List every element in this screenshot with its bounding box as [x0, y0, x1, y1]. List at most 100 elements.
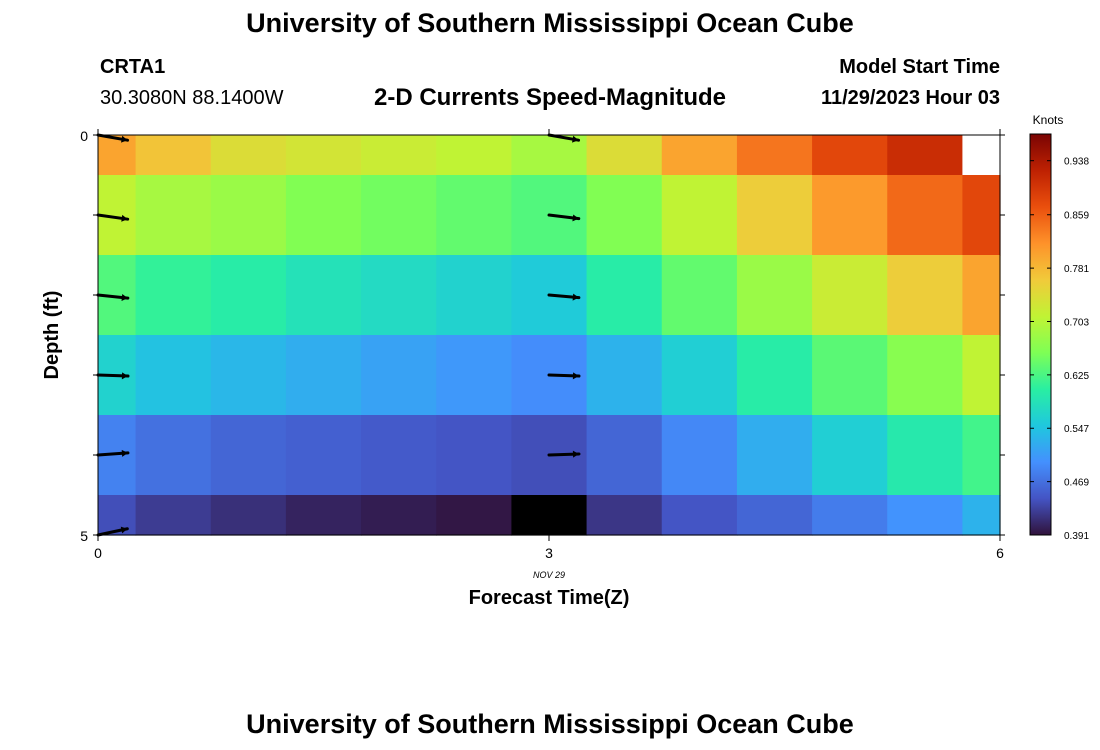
- heatmap-cell: [887, 335, 964, 416]
- heatmap-cell: [661, 135, 738, 176]
- heatmap-cell: [736, 175, 813, 256]
- y-axis-label: Depth (ft): [41, 291, 63, 380]
- heatmap-cell: [962, 135, 1001, 176]
- x-tick-label: 6: [996, 545, 1004, 561]
- heatmap-cell: [135, 135, 212, 176]
- heatmap-cell: [436, 135, 513, 176]
- heatmap-cell: [586, 495, 663, 536]
- current-vectors: [96, 133, 581, 537]
- heatmap-cells: [98, 135, 1001, 536]
- colorbar: [1029, 133, 1052, 536]
- colorbar-tick-label: 0.469: [1064, 478, 1089, 489]
- heatmap-cell: [887, 135, 964, 176]
- colorbar-tick-label: 0.938: [1064, 157, 1089, 168]
- colorbar-tick-label: 0.859: [1064, 211, 1089, 222]
- current-vector-head: [121, 449, 128, 457]
- heatmap-cell: [285, 335, 362, 416]
- heatmap-cell: [736, 415, 813, 496]
- heatmap-cell: [361, 335, 437, 416]
- heatmap-cell: [661, 175, 738, 256]
- heatmap-cell: [361, 495, 437, 536]
- heatmap-cell: [661, 495, 738, 536]
- heatmap-cell: [962, 175, 1001, 256]
- station-coords: 30.3080N 88.1400W: [100, 87, 284, 109]
- heatmap-cell: [812, 255, 888, 336]
- current-vector-head: [572, 214, 579, 222]
- current-vector-head: [121, 294, 128, 301]
- heatmap-cell: [285, 415, 362, 496]
- heatmap-cell: [887, 255, 964, 336]
- heatmap-cell: [586, 415, 663, 496]
- heatmap-cell: [812, 135, 888, 176]
- heatmap-cell: [285, 255, 362, 336]
- colorbar-tick-label: 0.547: [1064, 424, 1089, 435]
- y-tick-label: 5: [80, 528, 88, 544]
- current-vector-head: [572, 135, 579, 143]
- heatmap-cell: [135, 175, 212, 256]
- heatmap-cell: [135, 255, 212, 336]
- heatmap-cell: [962, 335, 1001, 416]
- heatmap-cell: [98, 495, 137, 536]
- heatmap-cell: [436, 255, 513, 336]
- heatmap-cell: [135, 495, 212, 536]
- heatmap-cell: [812, 335, 888, 416]
- page-title: University of Southern Mississippi Ocean…: [246, 8, 854, 38]
- heatmap-cell: [98, 135, 137, 176]
- heatmap-cell: [962, 415, 1001, 496]
- heatmap-cell: [812, 415, 888, 496]
- current-vector-head: [121, 214, 128, 222]
- current-vector-head: [572, 450, 579, 458]
- x-tick-label: 3: [545, 545, 553, 561]
- heatmap-cell: [887, 175, 964, 256]
- y-tick-label: 0: [80, 128, 88, 144]
- heatmap-cell: [436, 415, 513, 496]
- heatmap-cell: [511, 495, 588, 536]
- x-axis-label: Forecast Time(Z): [469, 587, 630, 609]
- current-vector-head: [120, 526, 128, 534]
- heatmap-cell: [361, 415, 437, 496]
- heatmap-cell: [661, 415, 738, 496]
- heatmap-cell: [962, 495, 1001, 536]
- heatmap-cell: [736, 495, 813, 536]
- heatmap-cell: [736, 335, 813, 416]
- heatmap-cell: [285, 175, 362, 256]
- heatmap-cell: [436, 495, 513, 536]
- heatmap-cell: [210, 255, 287, 336]
- heatmap-cell: [812, 175, 888, 256]
- heatmap-cell: [361, 255, 437, 336]
- heatmap-cell: [962, 255, 1001, 336]
- heatmap-cell: [135, 335, 212, 416]
- model-start-label: Model Start Time: [839, 56, 1000, 78]
- colorbar-ticks: 0.938 0.859 0.781 0.703 0.625 0.547 0.469 0.391: [1030, 157, 1089, 542]
- heatmap-cell: [436, 175, 513, 256]
- y-tick-labels: 05: [80, 128, 88, 544]
- heatmap-cell: [135, 415, 212, 496]
- colorbar-label: Knots: [1033, 113, 1064, 127]
- current-vector-head: [121, 135, 128, 143]
- heatmap-cell: [661, 335, 738, 416]
- heatmap-cell: [586, 255, 663, 336]
- colorbar-tick-label: 0.391: [1064, 531, 1089, 542]
- x-tick-labels: 0 3 6: [94, 545, 1004, 561]
- colorbar-tick-label: 0.703: [1064, 317, 1089, 328]
- current-vector-head: [572, 293, 579, 301]
- heatmap-cell: [285, 135, 362, 176]
- current-vector-head: [121, 372, 128, 380]
- heatmap-cell: [511, 135, 588, 176]
- current-vector-head: [572, 372, 579, 380]
- heatmap-cell: [361, 175, 437, 256]
- model-start-value: 11/29/2023 Hour 03: [820, 87, 1000, 109]
- heatmap-cell: [812, 495, 888, 536]
- date-label: NOV 29: [533, 570, 565, 580]
- heatmap-cell: [210, 135, 287, 176]
- heatmap-cell: [285, 495, 362, 536]
- colorbar-tick-label: 0.625: [1064, 371, 1089, 382]
- heatmap-cell: [736, 255, 813, 336]
- footer-title: University of Southern Mississippi Ocean…: [246, 709, 854, 739]
- heatmap-cell: [586, 175, 663, 256]
- heatmap-cell: [887, 495, 964, 536]
- heatmap-cell: [586, 135, 663, 176]
- heatmap-cell: [210, 415, 287, 496]
- heatmap-cell: [210, 495, 287, 536]
